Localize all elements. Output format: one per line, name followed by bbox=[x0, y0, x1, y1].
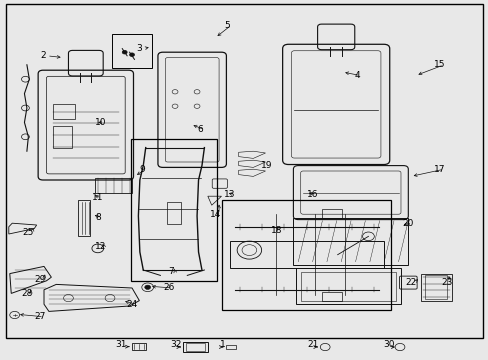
Text: 14: 14 bbox=[209, 210, 221, 219]
Text: 10: 10 bbox=[94, 118, 106, 127]
Circle shape bbox=[144, 285, 150, 289]
Text: 11: 11 bbox=[92, 194, 103, 202]
Bar bbox=[295, 268, 400, 304]
Text: 31: 31 bbox=[115, 341, 127, 349]
Text: 7: 7 bbox=[168, 267, 174, 276]
Bar bbox=[131, 139, 216, 281]
Bar bbox=[322, 209, 341, 218]
Text: 25: 25 bbox=[22, 228, 34, 237]
Text: 1: 1 bbox=[219, 341, 225, 349]
Circle shape bbox=[129, 53, 134, 57]
Text: 8: 8 bbox=[95, 213, 101, 222]
Text: 18: 18 bbox=[270, 226, 282, 235]
Text: 13: 13 bbox=[224, 190, 235, 199]
Text: 5: 5 bbox=[224, 21, 230, 30]
Text: 3: 3 bbox=[136, 44, 142, 53]
Text: 32: 32 bbox=[170, 341, 182, 349]
Bar bbox=[229, 241, 383, 269]
Bar bbox=[95, 178, 132, 193]
Text: 27: 27 bbox=[34, 312, 46, 321]
Bar bbox=[293, 218, 407, 265]
Text: 23: 23 bbox=[441, 278, 452, 287]
Text: 21: 21 bbox=[306, 341, 318, 349]
Bar bbox=[53, 104, 75, 119]
Bar bbox=[300, 272, 395, 301]
Text: 20: 20 bbox=[402, 219, 413, 228]
Text: 16: 16 bbox=[306, 190, 318, 199]
Text: 26: 26 bbox=[163, 284, 174, 292]
Bar bbox=[225, 345, 235, 349]
Bar bbox=[425, 275, 447, 299]
Text: 28: 28 bbox=[21, 289, 33, 298]
Text: 4: 4 bbox=[353, 71, 359, 80]
Text: 29: 29 bbox=[34, 274, 46, 284]
Text: 24: 24 bbox=[126, 300, 138, 309]
Circle shape bbox=[122, 50, 127, 54]
Text: 9: 9 bbox=[139, 165, 144, 174]
Bar bbox=[185, 343, 205, 351]
Text: 15: 15 bbox=[433, 60, 445, 69]
Bar bbox=[322, 292, 341, 301]
Text: 17: 17 bbox=[433, 165, 445, 174]
Text: 6: 6 bbox=[197, 125, 203, 134]
Text: 22: 22 bbox=[404, 278, 416, 287]
Bar bbox=[183, 342, 207, 352]
Text: 19: 19 bbox=[260, 161, 272, 170]
Bar bbox=[132, 343, 145, 350]
Bar bbox=[53, 126, 72, 148]
Text: 30: 30 bbox=[382, 341, 394, 349]
Bar bbox=[420, 274, 451, 301]
Bar bbox=[78, 200, 90, 236]
Bar bbox=[166, 202, 181, 224]
Text: 12: 12 bbox=[94, 242, 106, 251]
Bar bbox=[112, 34, 151, 68]
Text: 2: 2 bbox=[40, 51, 46, 60]
Bar bbox=[222, 200, 390, 310]
